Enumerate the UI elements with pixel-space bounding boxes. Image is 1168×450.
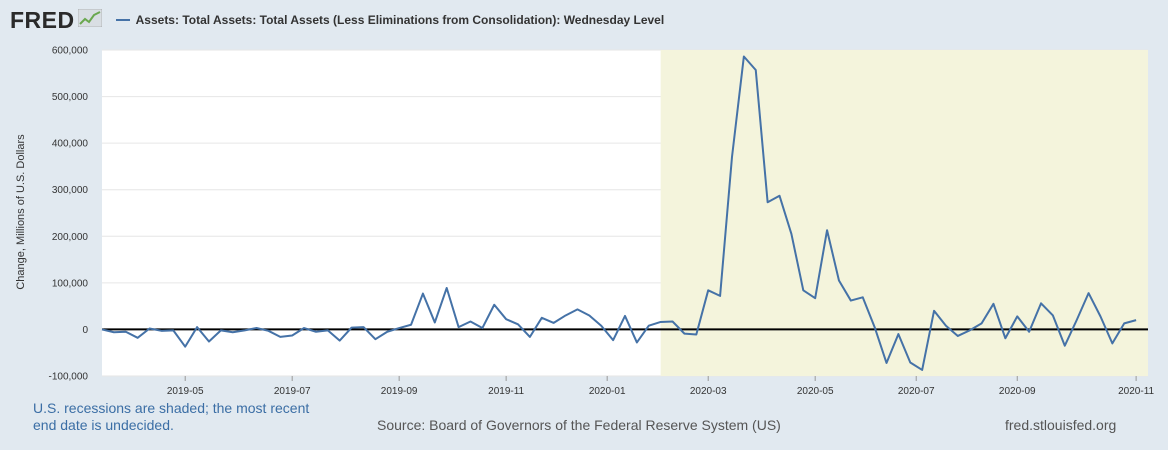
x-tick-label: 2020-11 (1118, 386, 1154, 397)
source-text: Source: Board of Governors of the Federa… (377, 417, 781, 433)
x-tick-label: 2020-09 (999, 386, 1036, 397)
chart-header: FRED Assets: Total Assets: Total Assets … (10, 6, 664, 34)
chart-legend[interactable]: Assets: Total Assets: Total Assets (Less… (115, 13, 665, 27)
x-tick-label: 2019-07 (274, 386, 311, 397)
x-tick-label: 2020-01 (589, 386, 626, 397)
fred-logo[interactable]: FRED (10, 6, 75, 33)
x-tick-label: 2020-05 (797, 386, 834, 397)
legend-swatch (115, 19, 130, 21)
y-tick-label: -100,000 (49, 372, 89, 383)
y-tick-label: 600,000 (52, 46, 89, 57)
series-line (101, 55, 1137, 371)
y-axis-ticks: -100,000 0 100,000 200,000 300,000 400,000 500… (49, 46, 89, 383)
y-axis-label: Change, Millions of U.S. Dollars (15, 134, 27, 290)
y-tick-label: 300,000 (52, 185, 89, 196)
legend-label: Assets: Total Assets: Total Assets (Less… (135, 13, 665, 27)
x-tick-label: 2020-03 (690, 386, 727, 397)
series-lines (101, 55, 1137, 371)
y-tick-label: 100,000 (52, 278, 89, 289)
x-tick-label: 2019-05 (167, 386, 204, 397)
x-tick-label: 2019-11 (488, 386, 524, 397)
recession-note: U.S. recessions are shaded; the most rec… (33, 400, 310, 433)
y-tick-label: 200,000 (52, 232, 89, 243)
site-link[interactable]: fred.stlouisfed.org (1005, 417, 1117, 433)
x-tick-label: 2020-07 (898, 386, 935, 397)
recession-band (660, 50, 1148, 376)
recession-shading (660, 50, 1148, 376)
x-axis-ticks: 2019-05 2019-07 2019-09 2019-11 2020-01 2020-… (167, 376, 1155, 397)
y-tick-label: 400,000 (52, 139, 89, 150)
x-tick-label: 2019-09 (381, 386, 418, 397)
y-tick-label: 0 (82, 325, 88, 336)
y-tick-label: 500,000 (52, 92, 89, 103)
